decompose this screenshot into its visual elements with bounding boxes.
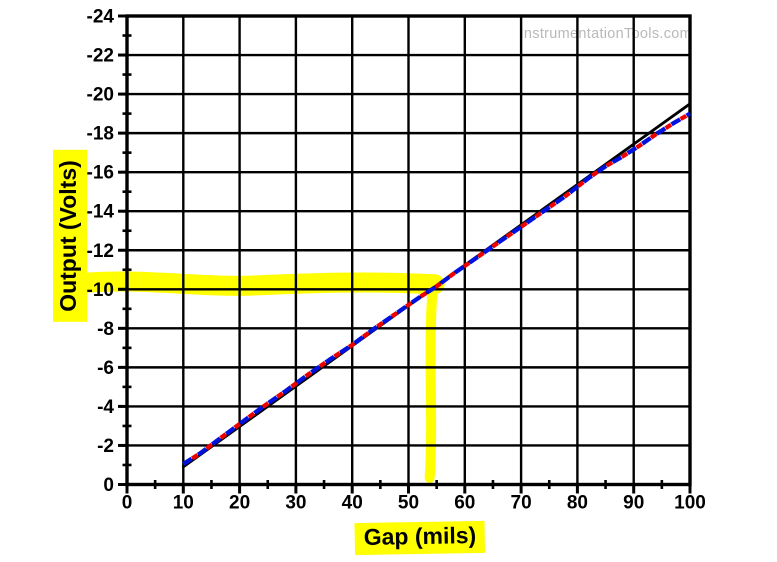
x-tick-label: 50 (398, 493, 419, 514)
y-tick-label: -6 (97, 358, 114, 379)
probe-response-red-dashes (182, 111, 692, 466)
highlight-band-horizontal (69, 271, 445, 296)
x-tick-label: 0 (122, 493, 133, 514)
x-tick-label: 10 (173, 493, 194, 514)
y-tick-label: -4 (97, 397, 114, 418)
y-tick-label: -22 (87, 46, 114, 67)
y-tick-label: -18 (87, 124, 114, 145)
y-tick-label: -2 (97, 436, 114, 457)
y-tick-label: -20 (87, 85, 114, 106)
y-tick-label: -24 (87, 7, 115, 28)
y-tick-label: -12 (87, 241, 114, 262)
x-tick-label: 60 (454, 493, 475, 514)
y-tick-label: -16 (87, 163, 114, 184)
x-axis-title: Gap (mils) (354, 520, 486, 556)
x-tick-label: 100 (674, 493, 706, 514)
y-tick-label: 0 (103, 475, 114, 496)
x-tick-label: 70 (511, 493, 532, 514)
highlight-band-vertical (424, 282, 438, 483)
y-tick-label: -8 (97, 319, 114, 340)
x-tick-label: 20 (229, 493, 250, 514)
x-tick-label: 90 (623, 493, 644, 514)
probe-response-blue-dashes (182, 111, 692, 466)
x-tick-label: 30 (285, 493, 306, 514)
y-tick-label: -14 (87, 202, 115, 223)
y-tick-label: -10 (87, 280, 114, 301)
x-tick-label: 80 (567, 493, 588, 514)
y-axis-title: Output (Volts) (53, 150, 87, 322)
watermark: InstrumentationTools.com (519, 26, 692, 42)
x-tick-label: 40 (342, 493, 363, 514)
